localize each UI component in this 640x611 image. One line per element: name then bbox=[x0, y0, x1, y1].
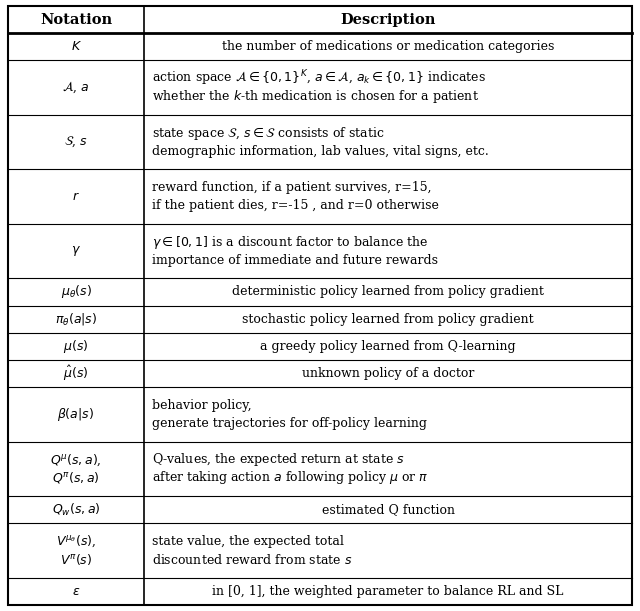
Text: importance of immediate and future rewards: importance of immediate and future rewar… bbox=[152, 254, 438, 266]
Text: behavior policy,: behavior policy, bbox=[152, 399, 252, 412]
Text: discounted reward from state $s$: discounted reward from state $s$ bbox=[152, 552, 353, 566]
Text: $K$: $K$ bbox=[70, 40, 81, 53]
Text: $Q^\mu(s, a)$,: $Q^\mu(s, a)$, bbox=[50, 452, 102, 467]
Text: $\mu_\theta(s)$: $\mu_\theta(s)$ bbox=[61, 284, 92, 301]
Text: demographic information, lab values, vital signs, etc.: demographic information, lab values, vit… bbox=[152, 145, 489, 158]
Text: $\pi_\theta(a|s)$: $\pi_\theta(a|s)$ bbox=[55, 311, 97, 327]
Text: $V^\pi(s)$: $V^\pi(s)$ bbox=[60, 552, 92, 567]
Text: $\gamma$: $\gamma$ bbox=[71, 244, 81, 258]
Text: $r$: $r$ bbox=[72, 190, 80, 203]
Text: unknown policy of a doctor: unknown policy of a doctor bbox=[302, 367, 474, 380]
Text: after taking action $a$ following policy $\mu$ or $\pi$: after taking action $a$ following policy… bbox=[152, 469, 428, 486]
Text: generate trajectories for off-policy learning: generate trajectories for off-policy lea… bbox=[152, 417, 427, 430]
Text: $\mathcal{S}$, $s$: $\mathcal{S}$, $s$ bbox=[64, 135, 88, 149]
Text: $\beta(a|s)$: $\beta(a|s)$ bbox=[58, 406, 95, 423]
Text: estimated Q function: estimated Q function bbox=[321, 503, 454, 516]
Text: reward function, if a patient survives, r=15,: reward function, if a patient survives, … bbox=[152, 181, 431, 194]
Text: $\epsilon$: $\epsilon$ bbox=[72, 585, 80, 598]
Text: if the patient dies, r=-15 , and r=0 otherwise: if the patient dies, r=-15 , and r=0 oth… bbox=[152, 199, 439, 212]
Text: Q-values, the expected return at state $s$: Q-values, the expected return at state $… bbox=[152, 452, 405, 469]
Text: Notation: Notation bbox=[40, 13, 112, 27]
Text: $Q_w(s, a)$: $Q_w(s, a)$ bbox=[52, 502, 100, 518]
Text: in [0, 1], the weighted parameter to balance RL and SL: in [0, 1], the weighted parameter to bal… bbox=[212, 585, 564, 598]
Text: whether the $k$-th medication is chosen for a patient: whether the $k$-th medication is chosen … bbox=[152, 88, 479, 105]
Text: $\mathcal{A}$, $a$: $\mathcal{A}$, $a$ bbox=[62, 80, 90, 95]
Text: a greedy policy learned from Q-learning: a greedy policy learned from Q-learning bbox=[260, 340, 516, 353]
Text: $V^{\mu_\theta}(s)$,: $V^{\mu_\theta}(s)$, bbox=[56, 534, 96, 549]
Text: state space $\mathcal{S}$, $s \in \mathcal{S}$ consists of static: state space $\mathcal{S}$, $s \in \mathc… bbox=[152, 125, 385, 142]
Text: state value, the expected total: state value, the expected total bbox=[152, 535, 344, 548]
Text: the number of medications or medication categories: the number of medications or medication … bbox=[222, 40, 554, 53]
Text: deterministic policy learned from policy gradient: deterministic policy learned from policy… bbox=[232, 285, 544, 298]
Text: Description: Description bbox=[340, 13, 436, 27]
Text: stochastic policy learned from policy gradient: stochastic policy learned from policy gr… bbox=[242, 313, 534, 326]
Text: $\hat{\mu}(s)$: $\hat{\mu}(s)$ bbox=[63, 364, 89, 383]
Text: $\mu(s)$: $\mu(s)$ bbox=[63, 338, 89, 355]
Text: action space $\mathcal{A} \in \{0, 1\}^K$, $a \in \mathcal{A}$, $a_k \in \{0, 1\: action space $\mathcal{A} \in \{0, 1\}^K… bbox=[152, 69, 486, 89]
Text: $\gamma \in [0, 1]$ is a discount factor to balance the: $\gamma \in [0, 1]$ is a discount factor… bbox=[152, 233, 428, 251]
Text: $Q^\pi(s, a)$: $Q^\pi(s, a)$ bbox=[52, 470, 100, 485]
